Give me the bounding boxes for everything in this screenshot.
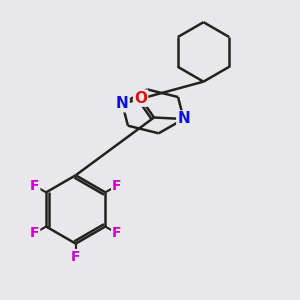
Text: F: F xyxy=(112,179,122,193)
Text: F: F xyxy=(112,226,122,240)
Text: F: F xyxy=(71,250,80,264)
Text: N: N xyxy=(177,112,190,127)
Text: F: F xyxy=(30,226,39,240)
Text: N: N xyxy=(116,96,129,111)
Text: O: O xyxy=(134,91,147,106)
Text: F: F xyxy=(30,179,39,193)
